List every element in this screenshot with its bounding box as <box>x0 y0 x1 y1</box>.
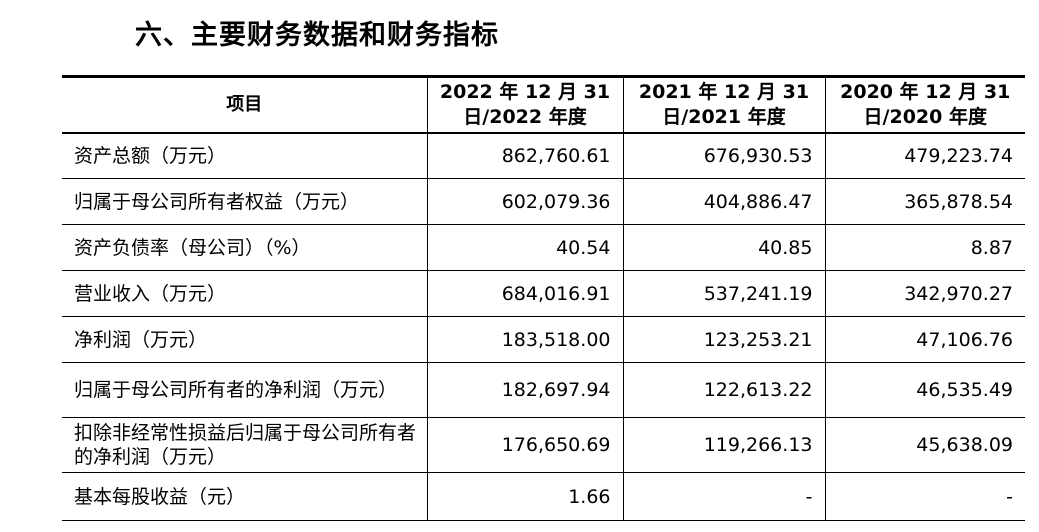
value-2020: 365,878.54 <box>824 178 1025 225</box>
table-header-row: 项目 2022 年 12 月 31 日/2022 年度 2021 年 12 月 … <box>62 75 1025 134</box>
row-label: 归属于母公司所有者权益（万元） <box>62 178 428 225</box>
value-2020: 479,223.74 <box>824 132 1025 179</box>
table-row-revenue: 营业收入（万元） 684,016.91 537,241.19 342,970.2… <box>62 270 1025 317</box>
row-label: 净利润（万元） <box>62 316 428 363</box>
value-2021: 119,266.13 <box>622 417 826 473</box>
table-row-net-profit: 净利润（万元） 183,518.00 123,253.21 47,106.76 <box>62 316 1025 363</box>
table-row-parent-net-profit: 归属于母公司所有者的净利润（万元） 182,697.94 122,613.22 … <box>62 362 1025 418</box>
financial-data-table: 项目 2022 年 12 月 31 日/2022 年度 2021 年 12 月 … <box>62 75 1025 521</box>
value-2021: 123,253.21 <box>622 316 826 363</box>
value-2022: 684,016.91 <box>426 270 624 317</box>
value-2022: 602,079.36 <box>426 178 624 225</box>
column-header-2020: 2020 年 12 月 31 日/2020 年度 <box>824 75 1025 134</box>
row-label: 营业收入（万元） <box>62 270 428 317</box>
value-2022: 1.66 <box>426 472 624 521</box>
section-title: 六、主要财务数据和财务指标 <box>135 20 499 51</box>
value-2021: 404,886.47 <box>622 178 826 225</box>
row-label: 资产总额（万元） <box>62 132 428 179</box>
row-label: 扣除非经常性损益后归属于母公司所有者的净利润（万元） <box>62 417 428 473</box>
value-2020: 46,535.49 <box>824 362 1025 418</box>
value-2020: 8.87 <box>824 224 1025 271</box>
table-row-debt-ratio: 资产负债率（母公司）（%） 40.54 40.85 8.87 <box>62 224 1025 271</box>
value-2020: - <box>824 472 1025 521</box>
table-row-total-assets: 资产总额（万元） 862,760.61 676,930.53 479,223.7… <box>62 132 1025 179</box>
row-label: 资产负债率（母公司）（%） <box>62 224 428 271</box>
value-2022: 182,697.94 <box>426 362 624 418</box>
column-header-2022: 2022 年 12 月 31 日/2022 年度 <box>426 75 624 134</box>
column-header-2021: 2021 年 12 月 31 日/2021 年度 <box>622 75 826 134</box>
value-2020: 47,106.76 <box>824 316 1025 363</box>
value-2021: - <box>622 472 826 521</box>
value-2022: 176,650.69 <box>426 417 624 473</box>
column-header-item: 项目 <box>62 75 428 134</box>
value-2022: 40.54 <box>426 224 624 271</box>
value-2020: 342,970.27 <box>824 270 1025 317</box>
value-2022: 183,518.00 <box>426 316 624 363</box>
table-row-deducted-net-profit: 扣除非经常性损益后归属于母公司所有者的净利润（万元） 176,650.69 11… <box>62 417 1025 473</box>
value-2021: 40.85 <box>622 224 826 271</box>
value-2021: 537,241.19 <box>622 270 826 317</box>
row-label: 归属于母公司所有者的净利润（万元） <box>62 362 428 418</box>
row-label: 基本每股收益（元） <box>62 472 428 521</box>
table-row-basic-eps: 基本每股收益（元） 1.66 - - <box>62 472 1025 521</box>
value-2021: 676,930.53 <box>622 132 826 179</box>
table-row-parent-equity: 归属于母公司所有者权益（万元） 602,079.36 404,886.47 36… <box>62 178 1025 225</box>
value-2022: 862,760.61 <box>426 132 624 179</box>
value-2020: 45,638.09 <box>824 417 1025 473</box>
value-2021: 122,613.22 <box>622 362 826 418</box>
